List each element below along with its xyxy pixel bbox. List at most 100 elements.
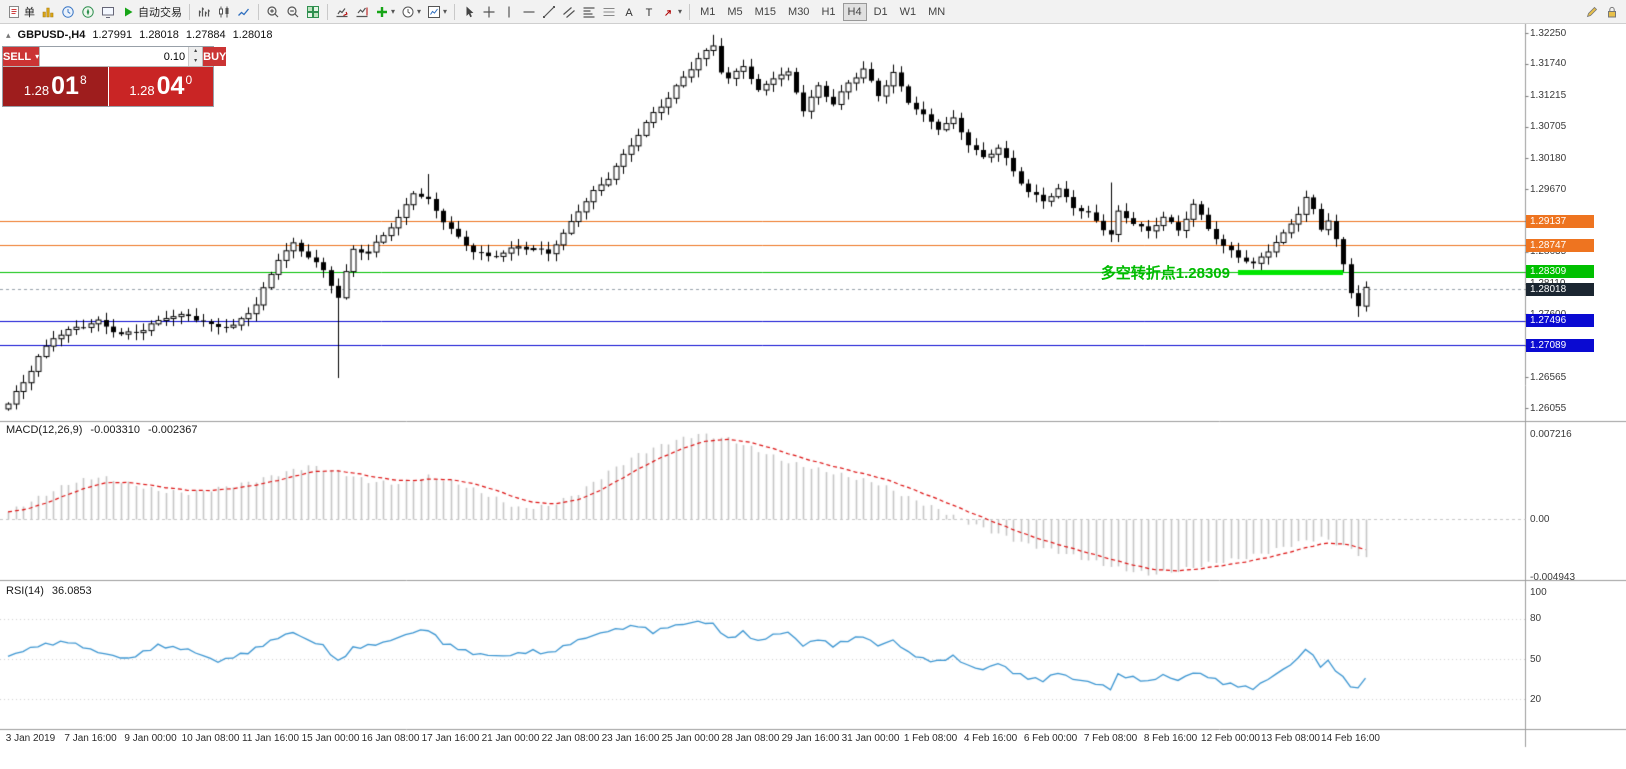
chart-shift-icon <box>355 5 369 19</box>
date-axis-label: 21 Jan 00:00 <box>481 733 540 744</box>
periods-icon-dropdown[interactable]: ▾ <box>417 7 422 16</box>
cursor-icon[interactable] <box>459 2 479 22</box>
sell-dropdown-icon[interactable]: ▾ <box>35 52 40 61</box>
bar-chart-icon[interactable] <box>194 2 214 22</box>
timeframe-m5[interactable]: M5 <box>727 5 743 18</box>
sell-price-base: 1.28 <box>23 82 50 98</box>
text-icon[interactable]: A <box>619 2 639 22</box>
timeframe-m1[interactable]: M1 <box>700 5 716 18</box>
zoom-in-icon <box>266 5 280 19</box>
sell-button[interactable]: SELL ▾ <box>3 47 40 66</box>
date-axis-label: 1 Feb 08:00 <box>903 733 958 744</box>
sell-price-point: 8 <box>79 73 87 87</box>
zoom-in-icon[interactable] <box>263 2 283 22</box>
timeframe-h1[interactable]: H1 <box>821 5 836 18</box>
line-chart-icon[interactable] <box>234 2 254 22</box>
turning-point-annotation: 多空转折点1.28309 <box>1100 264 1230 282</box>
volume-box: ▴ ▾ <box>39 47 204 66</box>
chart-symbol-info: ▴ GBPUSD-,H4 1.27991 1.28018 1.27884 1.2… <box>6 29 272 41</box>
periods-icon[interactable]: ▾ <box>398 2 424 22</box>
date-axis-label: 3 Jan 2019 <box>5 733 56 744</box>
autotrading-button[interactable]: 自动交易 <box>118 2 185 22</box>
chart-shift-icon[interactable] <box>352 2 372 22</box>
price-axis-tick: 1.30705 <box>1530 121 1567 133</box>
date-axis-label: 29 Jan 16:00 <box>781 733 840 744</box>
autotrading-button <box>121 5 135 19</box>
date-axis-label: 31 Jan 00:00 <box>841 733 900 744</box>
sell-price-button[interactable]: 1.28 01 8 <box>3 67 108 106</box>
price-axis-tick: 1.31215 <box>1530 90 1567 102</box>
timeframe-mn[interactable]: MN <box>928 5 946 18</box>
channel-icon[interactable] <box>559 2 579 22</box>
market-watch-icon[interactable] <box>58 2 78 22</box>
arrows-icon[interactable]: ▾ <box>659 2 685 22</box>
volume-down-icon[interactable]: ▾ <box>189 56 203 66</box>
rsi-axis-tick: 20 <box>1530 693 1542 705</box>
date-axis-label: 4 Feb 16:00 <box>963 733 1018 744</box>
ohlc-close: 1.28018 <box>232 29 273 41</box>
levels-icon[interactable] <box>599 2 619 22</box>
templates-icon[interactable]: ▾ <box>424 2 450 22</box>
trendline-icon[interactable] <box>539 2 559 22</box>
date-axis-label: 23 Jan 16:00 <box>601 733 660 744</box>
fibonacci-icon[interactable] <box>579 2 599 22</box>
trendline-icon <box>542 5 556 19</box>
ohlc-low: 1.27884 <box>185 29 226 41</box>
timeframe-m15[interactable]: M15 <box>754 5 777 18</box>
timeframe-w1[interactable]: W1 <box>899 5 917 18</box>
crosshair-icon[interactable] <box>479 2 499 22</box>
buy-price-button[interactable]: 1.28 04 0 <box>107 67 213 106</box>
buy-button[interactable]: BUY <box>203 47 227 66</box>
vertical-line-icon[interactable] <box>499 2 519 22</box>
timeframe-h4[interactable]: H4 <box>842 2 867 21</box>
indicators-icon[interactable]: ▾ <box>372 2 398 22</box>
navigator-icon[interactable] <box>78 2 98 22</box>
toolbar-separator <box>258 3 259 20</box>
price-line-badge: 1.29137 <box>1526 214 1594 228</box>
edit-icon[interactable] <box>1582 2 1602 22</box>
horizontal-line-icon[interactable] <box>519 2 539 22</box>
label-icon[interactable]: T <box>639 2 659 22</box>
profiles-icon[interactable] <box>38 2 58 22</box>
arrows-icon-dropdown[interactable]: ▾ <box>678 7 683 16</box>
rsi-axis-tick: 100 <box>1530 586 1547 598</box>
navigator-icon <box>81 5 95 19</box>
timeframe-m30[interactable]: M30 <box>788 5 810 18</box>
arrows-icon <box>662 5 676 19</box>
label-icon: T <box>642 5 656 19</box>
tile-windows-icon[interactable] <box>303 2 323 22</box>
candlestick-chart-icon[interactable] <box>214 2 234 22</box>
templates-icon-dropdown[interactable]: ▾ <box>443 7 448 16</box>
horizontal-line-icon <box>522 5 536 19</box>
autotrading-button-label: 自动交易 <box>138 6 182 19</box>
sell-price-pips: 01 <box>51 72 79 100</box>
price-line-badge: 1.27089 <box>1526 338 1594 352</box>
auto-scroll-icon[interactable] <box>332 2 352 22</box>
rsi-value: 36.0853 <box>51 585 92 597</box>
toolbar-separator <box>189 3 190 20</box>
new-order-icon <box>7 5 21 19</box>
new-order-icon[interactable]: 单 <box>4 2 38 22</box>
date-axis-label: 6 Feb 00:00 <box>1023 733 1078 744</box>
volume-input[interactable] <box>40 47 189 66</box>
date-axis-label: 10 Jan 08:00 <box>181 733 240 744</box>
date-axis-label: 12 Feb 00:00 <box>1201 733 1260 744</box>
timeframe-d1[interactable]: D1 <box>873 5 888 18</box>
buy-price-base: 1.28 <box>129 82 155 98</box>
svg-text:A: A <box>625 7 633 19</box>
terminal-icon[interactable] <box>98 2 118 22</box>
date-axis-label: 9 Jan 00:00 <box>124 733 177 744</box>
auto-scroll-icon <box>335 5 349 19</box>
zoom-out-icon[interactable] <box>283 2 303 22</box>
date-axis-label: 13 Feb 08:00 <box>1261 733 1320 744</box>
price-axis-tick: 1.28635 <box>1530 246 1567 258</box>
rsi-name: RSI(14) <box>6 585 44 597</box>
symbol-title: GBPUSD-,H4 <box>17 29 86 41</box>
date-axis-label: 7 Jan 16:00 <box>64 733 117 744</box>
price-line-badge: 1.28747 <box>1526 238 1594 252</box>
volume-up-icon[interactable]: ▴ <box>189 47 203 57</box>
indicators-icon-dropdown[interactable]: ▾ <box>391 7 396 16</box>
lock-icon[interactable] <box>1602 2 1622 22</box>
macd-main-value: -0.003310 <box>90 424 140 436</box>
